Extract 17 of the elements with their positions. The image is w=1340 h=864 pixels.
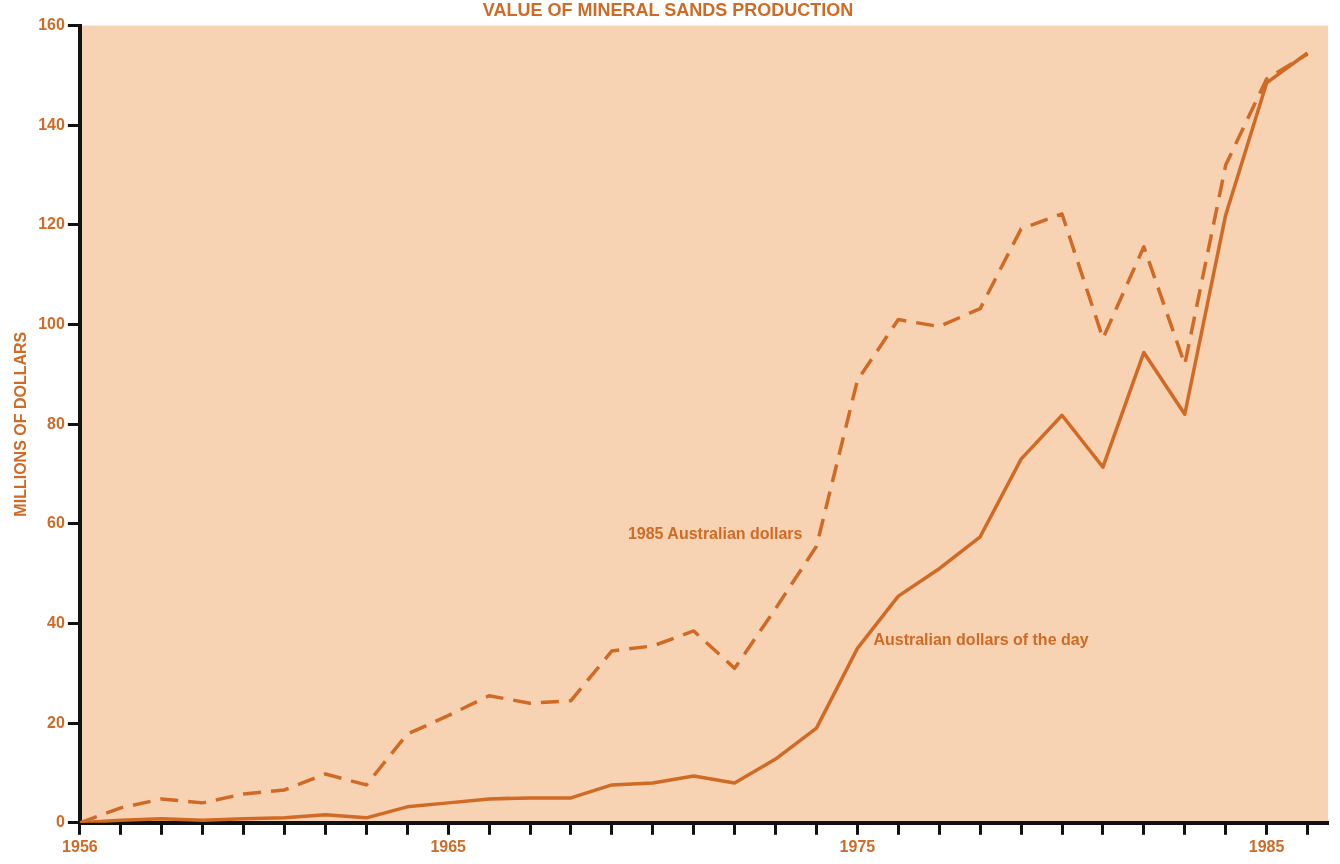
- y-tick-label: 140: [38, 115, 65, 133]
- y-tick-label: 100: [38, 314, 65, 332]
- x-tick-label: 1965: [430, 837, 467, 855]
- x-tick-label: 1956: [62, 837, 98, 855]
- x-tick-label: 1975: [839, 837, 876, 855]
- x-tick-label: 1985: [1248, 837, 1285, 855]
- y-tick-label: 60: [47, 514, 65, 532]
- chart-title: VALUE OF MINERAL SANDS PRODUCTION: [482, 0, 854, 20]
- y-tick-label: 120: [38, 215, 65, 233]
- y-tick-label: 160: [38, 16, 65, 34]
- series-label: Australian dollars of the day: [873, 630, 1089, 648]
- y-tick-label: 20: [47, 713, 65, 731]
- y-tick-label: 80: [47, 414, 65, 432]
- y-axis-title: MILLIONS OF DOLLARS: [12, 331, 30, 517]
- y-tick-label: 0: [55, 813, 65, 831]
- y-tick-label: 40: [47, 613, 65, 631]
- series-label: 1985 Australian dollars: [627, 524, 803, 542]
